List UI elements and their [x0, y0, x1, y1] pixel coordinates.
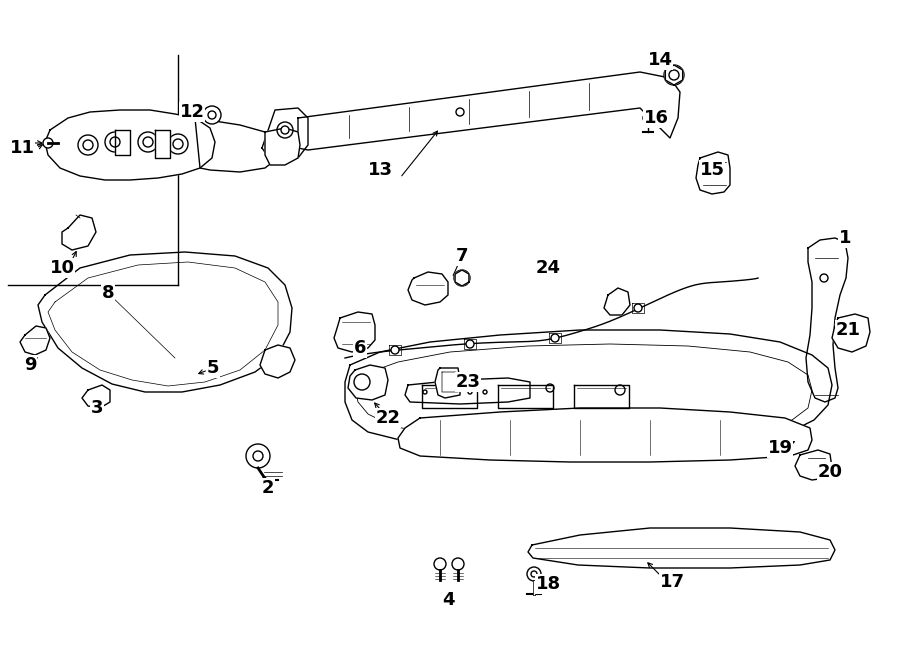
Polygon shape: [82, 385, 110, 408]
Circle shape: [110, 137, 120, 147]
Polygon shape: [422, 385, 477, 408]
Polygon shape: [195, 118, 278, 172]
Text: 5: 5: [207, 359, 220, 377]
Polygon shape: [115, 130, 130, 155]
Circle shape: [468, 390, 472, 394]
Circle shape: [820, 274, 828, 282]
Circle shape: [143, 137, 153, 147]
Polygon shape: [408, 272, 448, 305]
Text: 22: 22: [375, 409, 401, 427]
Circle shape: [634, 304, 642, 312]
Circle shape: [669, 70, 679, 80]
Text: 23: 23: [455, 373, 481, 391]
Polygon shape: [498, 385, 553, 408]
Circle shape: [281, 126, 289, 134]
Circle shape: [83, 140, 93, 150]
Text: 21: 21: [835, 321, 860, 339]
Text: 7: 7: [455, 247, 468, 265]
Polygon shape: [665, 65, 683, 85]
Text: 16: 16: [644, 109, 669, 127]
Polygon shape: [38, 252, 292, 392]
Polygon shape: [348, 365, 388, 400]
Text: 15: 15: [699, 161, 725, 179]
Text: 20: 20: [817, 463, 842, 481]
Polygon shape: [260, 345, 295, 378]
Text: 18: 18: [536, 575, 561, 593]
Circle shape: [203, 106, 221, 124]
Circle shape: [454, 270, 470, 286]
Polygon shape: [405, 378, 530, 404]
Circle shape: [173, 139, 183, 149]
Circle shape: [277, 122, 293, 138]
Text: 12: 12: [179, 103, 204, 121]
Text: 4: 4: [442, 591, 454, 609]
Text: 14: 14: [647, 51, 672, 69]
Circle shape: [664, 65, 684, 85]
Text: 9: 9: [23, 356, 36, 374]
Circle shape: [452, 558, 464, 570]
Polygon shape: [155, 130, 170, 158]
Circle shape: [531, 571, 537, 577]
Circle shape: [527, 567, 541, 581]
Polygon shape: [345, 330, 832, 448]
Circle shape: [438, 390, 442, 394]
Polygon shape: [604, 288, 630, 315]
Polygon shape: [334, 312, 375, 352]
Polygon shape: [795, 450, 832, 480]
Text: 11: 11: [10, 139, 34, 157]
Circle shape: [78, 135, 98, 155]
Polygon shape: [574, 385, 629, 408]
Text: 10: 10: [50, 259, 75, 277]
Circle shape: [434, 558, 446, 570]
Circle shape: [208, 111, 216, 119]
Text: 17: 17: [660, 573, 685, 591]
Text: 6: 6: [354, 339, 366, 357]
Polygon shape: [528, 528, 835, 568]
Circle shape: [138, 132, 158, 152]
Polygon shape: [455, 270, 469, 286]
Circle shape: [43, 138, 53, 148]
Text: 3: 3: [91, 399, 104, 417]
Text: 8: 8: [102, 284, 114, 302]
Polygon shape: [45, 110, 215, 180]
Polygon shape: [20, 326, 50, 355]
Circle shape: [643, 113, 653, 123]
Polygon shape: [806, 238, 848, 402]
Polygon shape: [262, 108, 308, 162]
Polygon shape: [62, 215, 96, 250]
Text: 24: 24: [536, 259, 561, 277]
Circle shape: [246, 444, 270, 468]
Circle shape: [615, 385, 625, 395]
Circle shape: [551, 334, 559, 342]
Circle shape: [483, 390, 487, 394]
Text: 19: 19: [768, 439, 793, 457]
Polygon shape: [435, 368, 460, 398]
Polygon shape: [696, 152, 730, 194]
Text: 13: 13: [367, 161, 392, 179]
Circle shape: [391, 346, 399, 354]
Circle shape: [253, 451, 263, 461]
Circle shape: [546, 384, 554, 392]
Circle shape: [466, 340, 474, 348]
Circle shape: [846, 326, 858, 338]
Circle shape: [456, 108, 464, 116]
Text: 1: 1: [839, 229, 851, 247]
Circle shape: [423, 390, 427, 394]
Polygon shape: [832, 314, 870, 352]
Circle shape: [105, 132, 125, 152]
Polygon shape: [265, 128, 300, 165]
Polygon shape: [398, 408, 812, 462]
Circle shape: [453, 390, 457, 394]
Text: 2: 2: [262, 479, 274, 497]
Circle shape: [354, 374, 370, 390]
Circle shape: [168, 134, 188, 154]
Polygon shape: [298, 72, 680, 150]
